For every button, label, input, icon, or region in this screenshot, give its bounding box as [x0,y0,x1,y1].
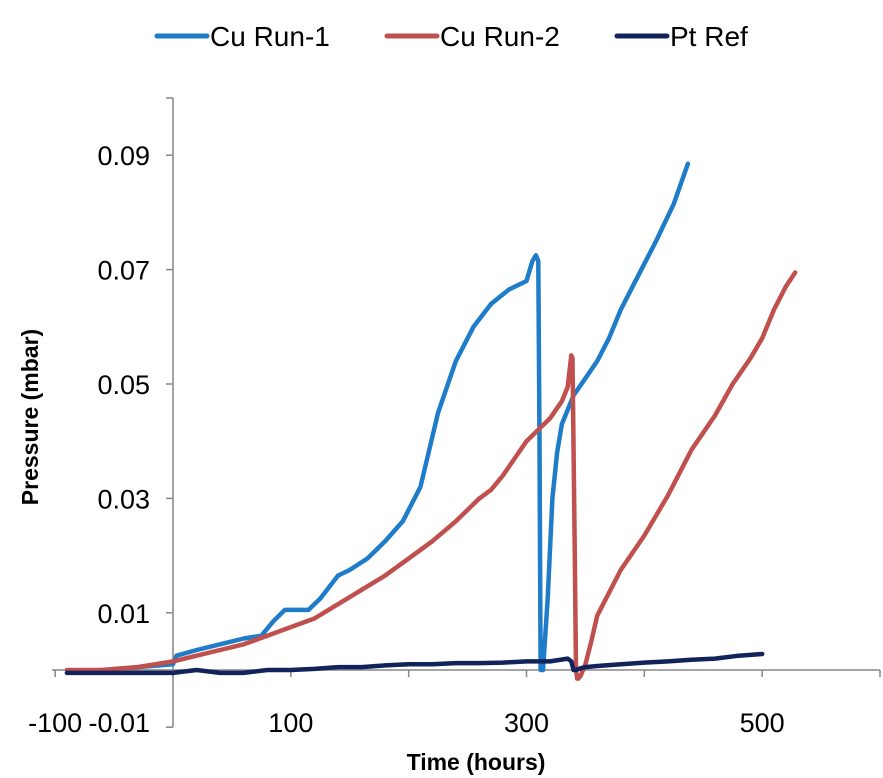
legend-label: Cu Run-2 [440,21,560,52]
legend-label: Pt Ref [670,21,748,52]
plot-area [64,161,798,681]
y-tick-label: -0.01 [88,708,150,738]
x-tick-label: 300 [504,708,549,738]
x-axis-title: Time (hours) [407,749,546,775]
series-line-cu-run-2 [64,270,798,681]
axes [52,97,881,728]
y-axis-title: Pressure (mbar) [17,329,43,505]
y-tick-label: 0.09 [97,141,150,171]
y-tick-label: 0.07 [97,256,150,286]
y-tick-label: 0.05 [97,370,150,400]
series-line-pt-ref [64,651,765,676]
x-tick-label: -100 [28,708,82,738]
legend: Cu Run-1 Cu Run-2 Pt Ref [154,21,748,52]
series-line-cu-run-1 [64,161,691,676]
legend-label: Cu Run-1 [210,21,330,52]
tick-labels: -100 100 300 500 -0.01 0.01 0.03 0.05 0.07 0.09 [28,141,785,738]
x-tick-label: 500 [740,708,785,738]
x-tick-label: 100 [268,708,313,738]
y-tick-label: 0.01 [97,599,150,629]
y-tick-label: 0.03 [97,484,150,514]
